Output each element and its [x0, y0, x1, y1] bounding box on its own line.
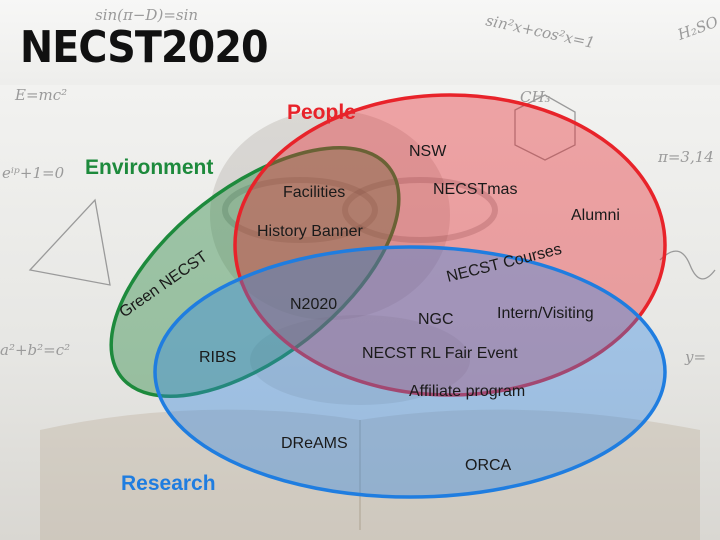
people-set: [233, 93, 667, 397]
doodle-eq6: a²+b²=c²: [0, 341, 70, 359]
item-orca: ORCA: [465, 457, 512, 474]
slide-title: NECST2020: [20, 22, 269, 73]
item-facilities: Facilities: [283, 184, 345, 201]
venn-sets: [109, 93, 667, 499]
item-ngc: NGC: [418, 311, 454, 328]
item-history-banner: History Banner: [257, 223, 363, 240]
doodle-eq7: y=: [684, 348, 706, 366]
item-rl-fair: NECST RL Fair Event: [362, 345, 518, 362]
research-set: [153, 245, 667, 499]
background-photo-band: [0, 85, 720, 540]
item-intern-visiting: Intern/Visiting: [497, 305, 594, 322]
doodle-eq3: E=mc²: [14, 86, 67, 104]
benzene-doodle: [514, 94, 576, 161]
environment-label: Environment: [85, 156, 213, 179]
item-necstmas: NECSTmas: [433, 181, 517, 198]
doodle-eq8: H₂SO: [674, 13, 720, 45]
doodle-eq5: π=3,14: [657, 148, 714, 166]
wave-doodle: [659, 250, 716, 280]
doodle-eq2: sin²x+cos²x=1: [484, 11, 596, 52]
item-nsw: NSW: [409, 143, 447, 160]
doodle-eq9: CH₃: [520, 88, 551, 106]
item-dreams: DReAMS: [281, 435, 348, 452]
item-affiliate: Affiliate program: [409, 383, 525, 400]
item-alumni: Alumni: [571, 207, 620, 224]
background-top: [0, 0, 720, 85]
triangle-doodle: [28, 198, 111, 286]
item-ribs: RIBS: [199, 349, 236, 366]
people-label: People: [287, 101, 356, 124]
research-label: Research: [121, 472, 216, 495]
doodle-eq4: eⁱᵖ+1=0: [2, 164, 65, 182]
item-n2020: N2020: [290, 296, 337, 313]
doodle-eq1: sin(π−D)=sin: [95, 6, 198, 24]
